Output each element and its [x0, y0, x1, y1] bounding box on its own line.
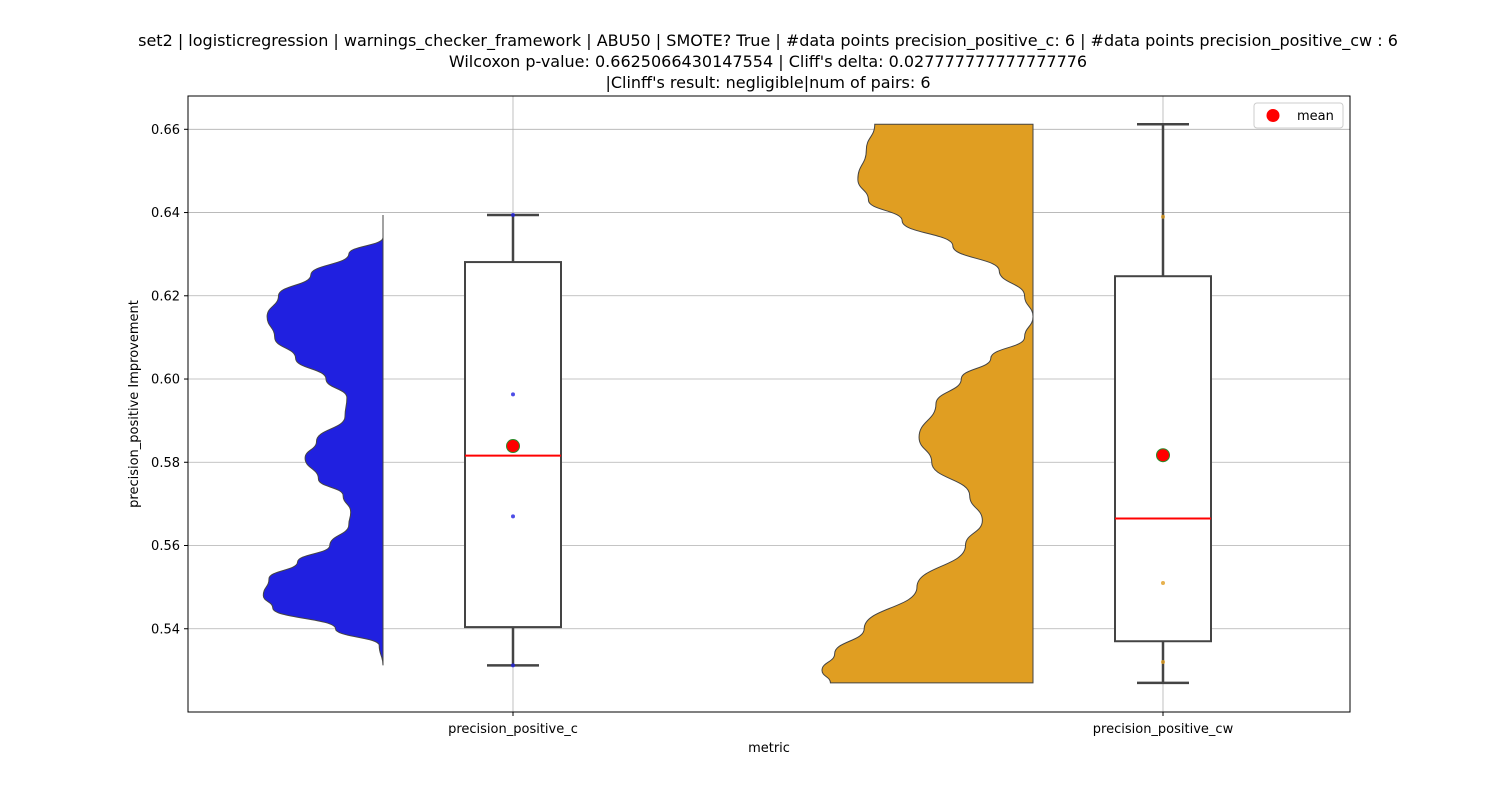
y-tick-label: 0.56 [151, 539, 180, 554]
y-tick-label: 0.64 [151, 206, 180, 221]
data-point [1161, 660, 1165, 665]
data-point [511, 663, 515, 668]
chart-title-line-3: |Clinff's result: negligible|num of pair… [605, 73, 930, 92]
legend-frame [1253, 102, 1344, 129]
mean-marker [1156, 448, 1170, 463]
data-point [511, 514, 515, 519]
y-tick-label: 0.54 [151, 622, 180, 637]
y-axis-label: precision_positive Improvement [127, 300, 142, 508]
axis-ticks: 0.54 0.56 0.58 0.60 0.62 0.64 0.66 precision_po… [151, 123, 1234, 737]
data-point [1161, 580, 1165, 585]
y-tick-label: 0.58 [151, 456, 180, 471]
data-point [511, 213, 515, 218]
plot-area-frame [187, 95, 1351, 713]
mean-marker [506, 439, 520, 454]
y-tick-label: 0.62 [151, 289, 180, 304]
y-tick-label: 0.60 [151, 373, 180, 388]
x-tick-label: precision_positive_cw [1093, 722, 1234, 737]
chart-title-line-2: Wilcoxon p-value: 0.6625066430147554 | C… [449, 52, 1087, 71]
legend-mean-label: mean [1297, 109, 1334, 124]
data-point [511, 392, 515, 397]
violins [262, 123, 1034, 684]
x-axis-label: metric [748, 741, 790, 756]
chart-title-line-1: set2 | logisticregression | warnings_che… [138, 31, 1398, 51]
data-points [506, 213, 1170, 668]
y-tick-label: 0.66 [151, 123, 180, 138]
violin-precision_positive_c [262, 215, 384, 666]
x-tick-label: precision_positive_c [448, 722, 578, 737]
legend-mean-marker [1266, 109, 1280, 122]
data-point [1161, 214, 1165, 219]
violin-precision_positive_cw [821, 123, 1034, 684]
legend: mean [1253, 102, 1344, 129]
